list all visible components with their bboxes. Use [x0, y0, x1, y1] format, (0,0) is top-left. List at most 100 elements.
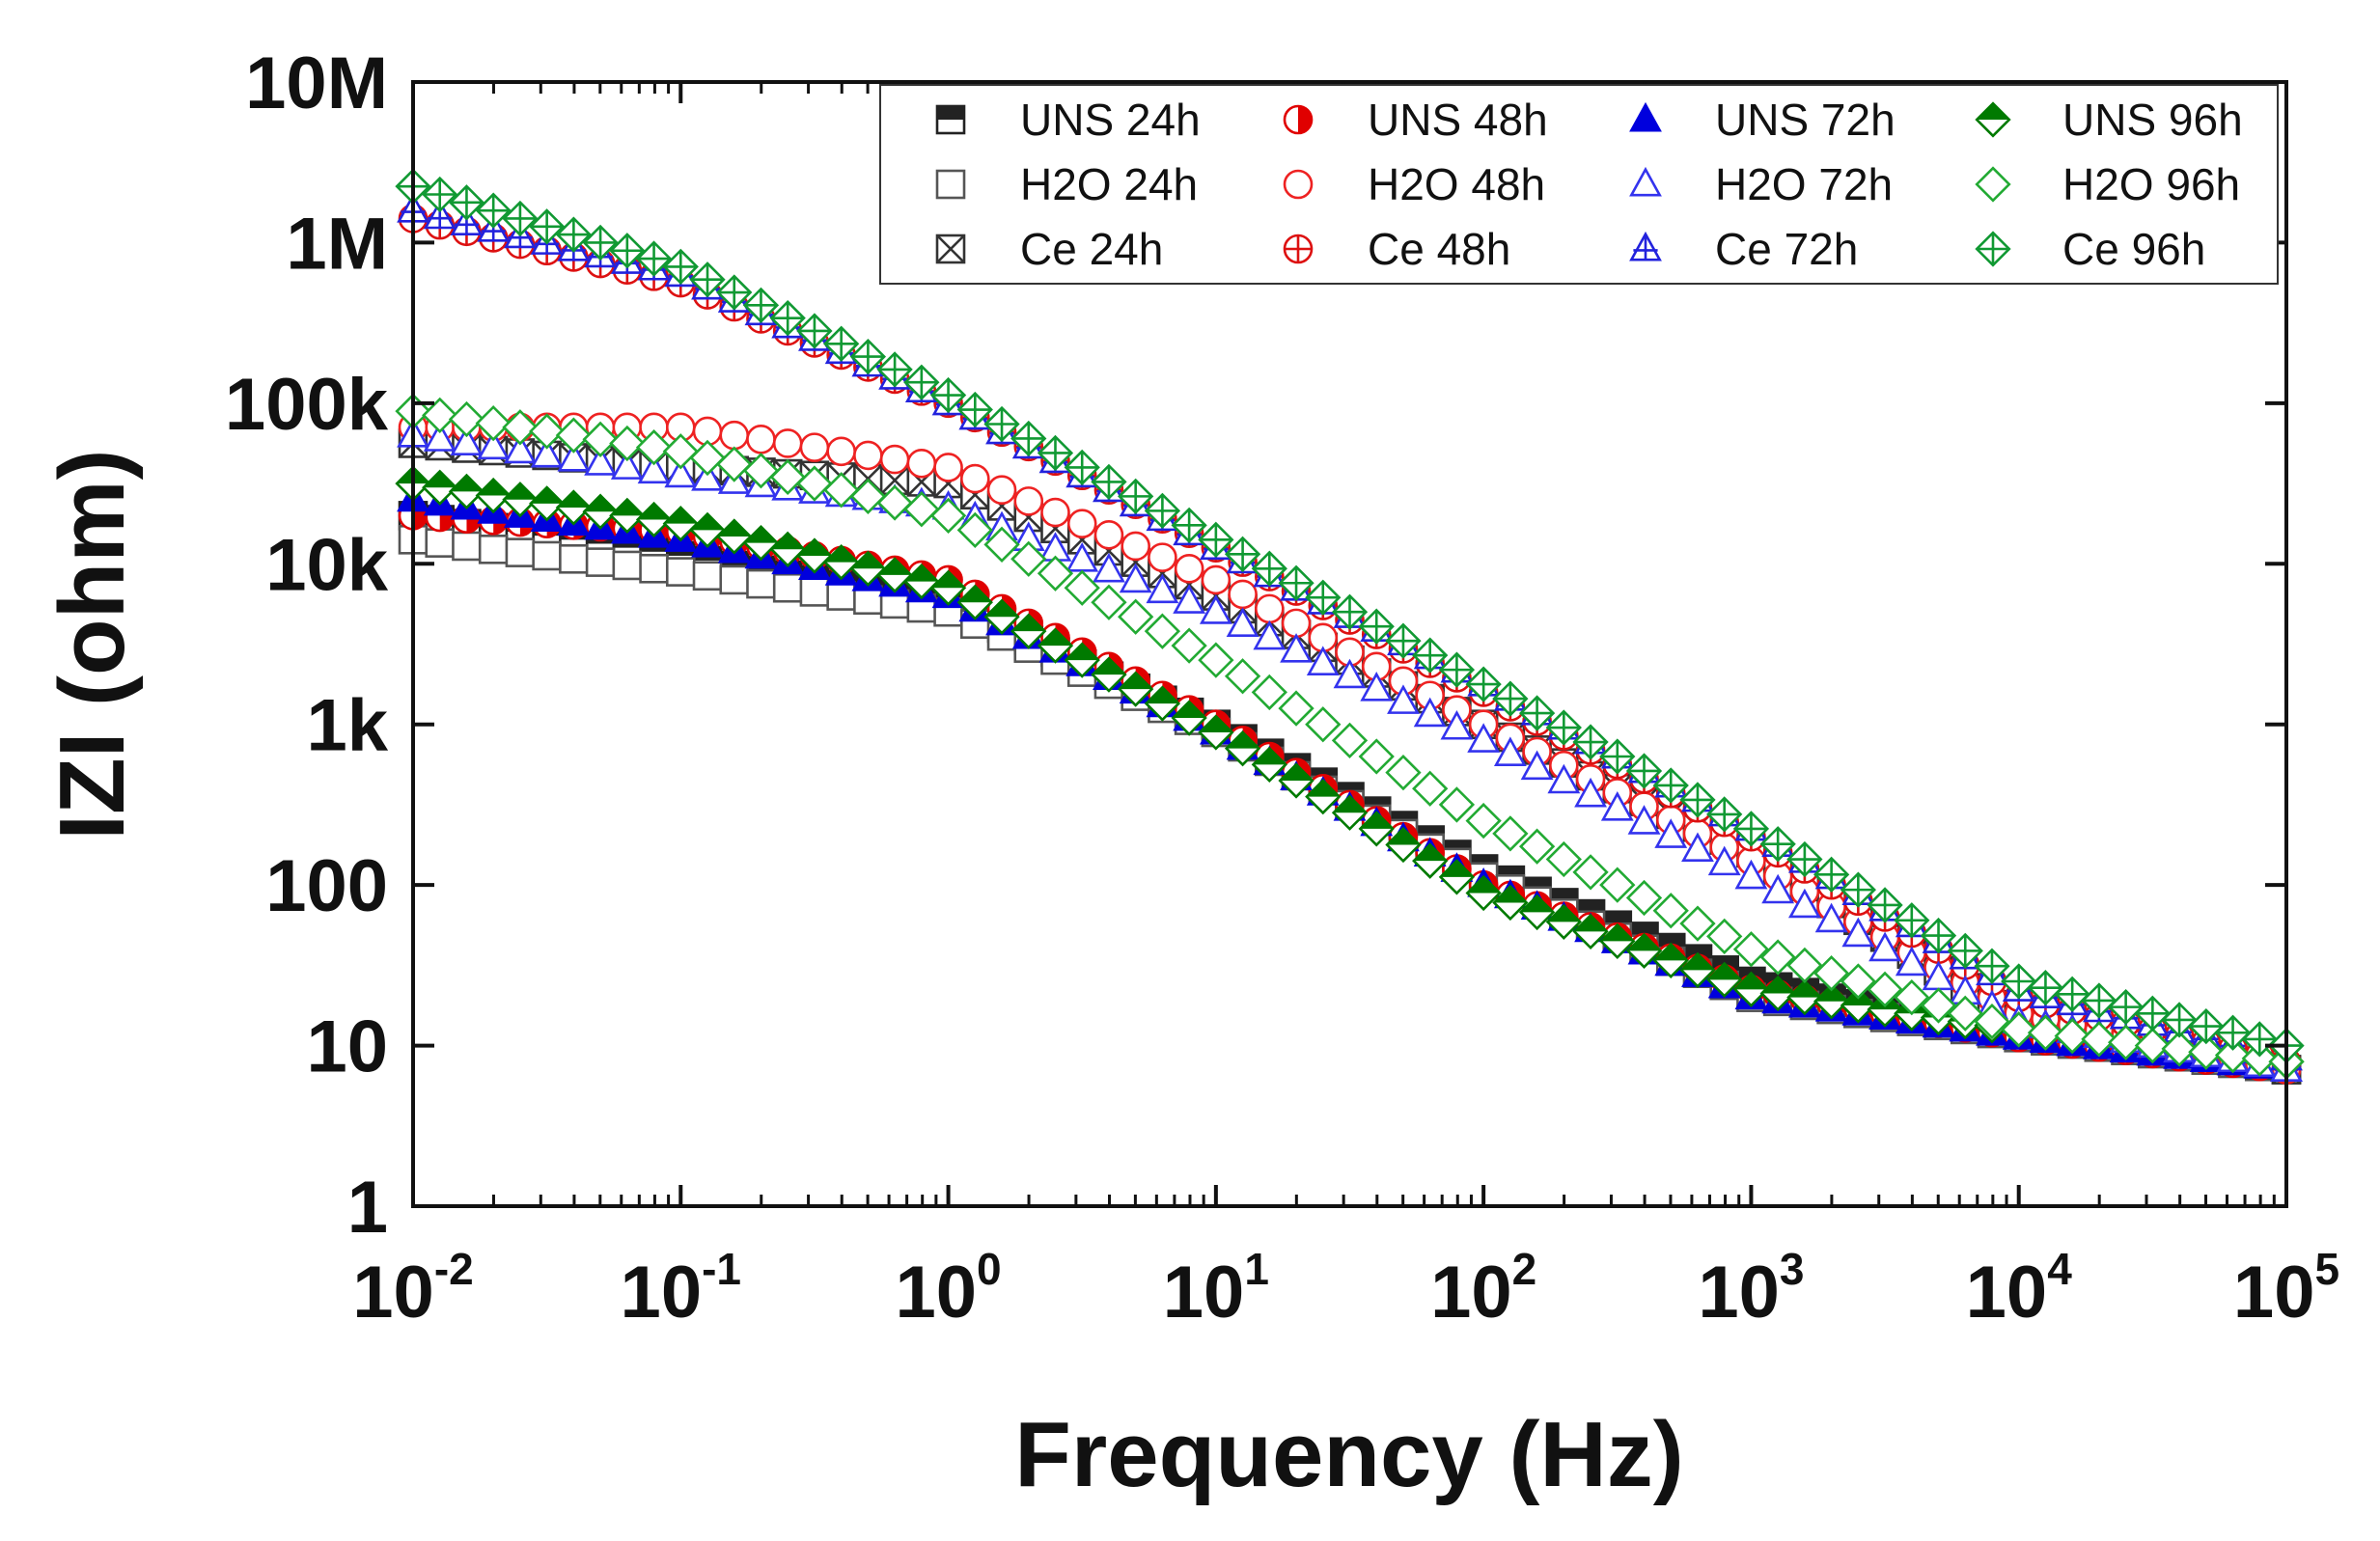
- data-point: [609, 425, 646, 462]
- legend-item: Ce 48h: [1283, 224, 1510, 274]
- data-point: [1707, 845, 1741, 876]
- data-point: [1840, 871, 1876, 908]
- legend-marker: [1629, 231, 1662, 261]
- legend-label: H2O 96h: [2062, 159, 2240, 209]
- y-tick-label: 1k: [306, 685, 388, 767]
- data-point: [1920, 987, 1957, 1024]
- data-point: [2188, 1007, 2225, 1045]
- data-point: [1413, 697, 1447, 728]
- data-point: [823, 325, 860, 362]
- data-point: [1600, 791, 1634, 821]
- data-point: [1064, 642, 1100, 678]
- data-point: [582, 421, 619, 457]
- data-point: [1146, 573, 1179, 604]
- legend-marker: [935, 169, 966, 200]
- data-point: [1037, 555, 1074, 592]
- y-tick-label: 100: [265, 845, 388, 927]
- data-point: [529, 413, 566, 450]
- legend-label: UNS 96h: [2062, 95, 2243, 145]
- data-point: [448, 473, 485, 510]
- data-point: [1732, 811, 1770, 847]
- data-point: [637, 454, 671, 484]
- data-point: [849, 550, 887, 587]
- data-point: [1091, 584, 1127, 620]
- data-point: [1280, 633, 1313, 663]
- data-point: [1679, 951, 1716, 988]
- series-layer: [395, 168, 2305, 1085]
- data-point: [2107, 988, 2145, 1026]
- x-tick-label: 100: [896, 1244, 1002, 1334]
- data-point: [691, 460, 724, 491]
- series-ce-96h: [395, 168, 2305, 1064]
- data-point: [1198, 521, 1234, 558]
- legend-item: H2O 72h: [1629, 159, 1893, 209]
- legend-item: Ce 72h: [1629, 224, 1858, 274]
- data-point: [1813, 856, 1850, 893]
- data-point: [1518, 695, 1556, 731]
- data-point: [1574, 777, 1607, 808]
- data-point: [1654, 818, 1688, 848]
- data-point: [1066, 509, 1097, 538]
- data-point: [505, 537, 536, 567]
- data-point: [1625, 753, 1663, 789]
- data-point: [746, 568, 776, 599]
- data-point: [1572, 854, 1609, 891]
- data-point: [1251, 674, 1287, 711]
- series-h2o-96h: [395, 393, 2305, 1080]
- data-point: [1652, 893, 1689, 929]
- data-point: [853, 440, 883, 471]
- data-point: [1438, 651, 1476, 688]
- data-point: [1759, 939, 1796, 976]
- data-point: [1732, 931, 1770, 968]
- x-tick-label: 103: [1698, 1244, 1804, 1334]
- data-point: [2081, 1021, 2117, 1058]
- data-point: [1786, 840, 1823, 878]
- data-point: [719, 564, 750, 595]
- data-point: [823, 472, 860, 509]
- data-point: [1467, 723, 1501, 753]
- data-point: [1255, 593, 1285, 624]
- data-point: [1759, 975, 1796, 1012]
- data-point: [1305, 706, 1342, 743]
- data-point: [1599, 922, 1636, 960]
- plot-frame: [411, 80, 2288, 1208]
- data-point: [1894, 902, 1930, 939]
- legend-label: H2O 72h: [1715, 159, 1893, 209]
- x-tick-label: 10-2: [352, 1244, 473, 1334]
- data-point: [478, 535, 509, 564]
- data-point: [1518, 828, 1556, 865]
- legend-marker: [1975, 101, 2011, 138]
- legend: UNS 24h H2O 24h Ce 24h UNS 48h H2O 48h Ce 48h…: [879, 84, 2279, 285]
- data-point: [1171, 507, 1207, 543]
- data-point: [1518, 894, 1556, 931]
- data-point: [1974, 948, 2010, 984]
- legend-marker: [1283, 104, 1314, 135]
- data-point: [555, 417, 593, 454]
- legend-label: H2O 48h: [1368, 159, 1545, 209]
- data-point: [769, 458, 806, 496]
- data-point: [1093, 552, 1125, 583]
- data-point: [1627, 805, 1661, 835]
- data-point: [1251, 746, 1287, 783]
- data-point: [903, 563, 940, 600]
- data-point: [1013, 486, 1044, 516]
- data-point: [2241, 1040, 2278, 1077]
- data-point: [639, 553, 669, 584]
- data-point: [826, 436, 856, 467]
- data-point: [1199, 594, 1232, 624]
- data-point: [1492, 884, 1529, 922]
- data-point: [959, 463, 990, 494]
- data-point: [665, 557, 696, 587]
- data-point: [662, 506, 699, 542]
- data-point: [1010, 420, 1047, 457]
- data-point: [609, 497, 646, 534]
- data-point: [1440, 709, 1474, 740]
- x-tick-label: 10-1: [621, 1244, 741, 1334]
- data-point: [1493, 736, 1527, 767]
- legend-item: H2O 96h: [1975, 159, 2240, 209]
- data-point: [532, 540, 562, 571]
- legend-label: H2O 24h: [1020, 159, 1198, 209]
- data-point: [1867, 971, 1903, 1007]
- data-point: [1679, 905, 1716, 942]
- data-point: [1064, 449, 1100, 486]
